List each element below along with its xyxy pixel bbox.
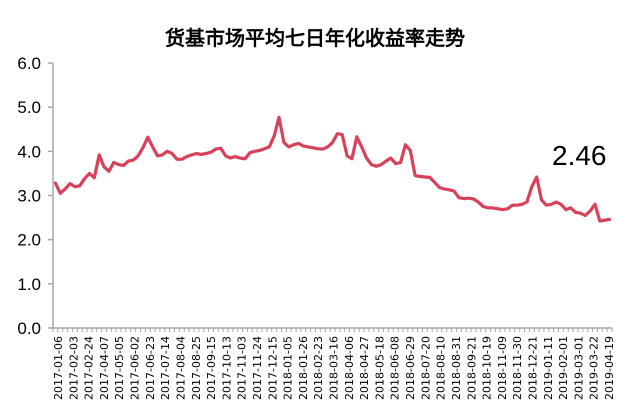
x-tick-label: 2018-08-31 [450, 336, 463, 400]
y-tick-label: 0.0 [17, 319, 41, 338]
x-tick-label: 2019-01-11 [542, 336, 555, 400]
x-tick-label: 2019-02-01 [557, 336, 570, 400]
x-tick-label: 2018-08-10 [435, 336, 448, 400]
x-tick-label: 2018-05-18 [373, 336, 386, 400]
x-tick-label: 2018-06-29 [404, 336, 417, 400]
x-tick-label: 2017-02-24 [83, 336, 96, 400]
x-tick-label: 2017-04-07 [98, 336, 111, 400]
yield-line [53, 115, 612, 223]
x-tick-label: 2018-11-30 [511, 336, 524, 400]
x-tick-label: 2017-09-15 [205, 336, 218, 400]
x-tick-label: 2019-04-19 [603, 336, 616, 400]
y-tick-label: 6.0 [17, 54, 41, 73]
x-tick-label: 2017-10-13 [220, 336, 233, 400]
x-tick-label: 2017-06-23 [144, 336, 157, 400]
x-tick-label: 2017-08-25 [190, 336, 203, 400]
y-tick-label: 3.0 [17, 187, 41, 206]
x-tick-label: 2018-01-05 [282, 336, 295, 400]
x-tick-label: 2019-03-22 [588, 336, 601, 400]
x-tick-label: 2019-03-01 [572, 336, 585, 400]
x-tick-label: 2017-02-03 [67, 336, 80, 400]
x-tick-label: 2018-02-23 [312, 336, 325, 400]
x-tick-label: 2017-11-03 [236, 336, 249, 400]
x-tick-label: 2018-04-06 [343, 336, 356, 400]
x-tick-label: 2017-08-04 [174, 336, 187, 400]
x-tick-label: 2017-07-14 [159, 336, 172, 400]
x-tick-label: 2018-12-21 [526, 336, 539, 400]
x-tick-label: 2018-07-20 [419, 336, 432, 400]
x-tick-label: 2017-11-24 [251, 336, 264, 400]
x-tick-label: 2018-09-21 [465, 336, 478, 400]
chart-title: 货基市场平均七日年化收益率走势 [165, 26, 465, 50]
last-value-annotation: 2.46 [552, 140, 607, 171]
y-tick-label: 5.0 [17, 98, 41, 117]
x-tick-label: 2017-05-05 [113, 336, 126, 400]
y-tick-label: 1.0 [17, 275, 41, 294]
x-tick-label: 2018-01-26 [297, 336, 310, 400]
y-axis: 0.0 1.0 2.0 3.0 4.0 5.0 6.0 [17, 54, 54, 338]
x-tick-label: 2017-12-15 [266, 336, 279, 400]
x-tick-label: 2018-10-19 [481, 336, 494, 400]
x-axis: 2017-01-06 2017-02-03 2017-02-24 2017-04-07… [52, 327, 616, 400]
x-tick-label: 2017-01-06 [52, 336, 65, 400]
y-tick-label: 4.0 [17, 142, 41, 161]
x-tick-label: 2017-06-02 [129, 336, 142, 400]
x-tick-label: 2018-06-08 [389, 336, 402, 400]
x-tick-label: 2018-03-16 [328, 336, 341, 400]
y-tick-label: 2.0 [17, 231, 41, 250]
x-tick-label: 2018-11-09 [496, 336, 509, 400]
x-tick-label: 2018-04-27 [358, 336, 371, 400]
